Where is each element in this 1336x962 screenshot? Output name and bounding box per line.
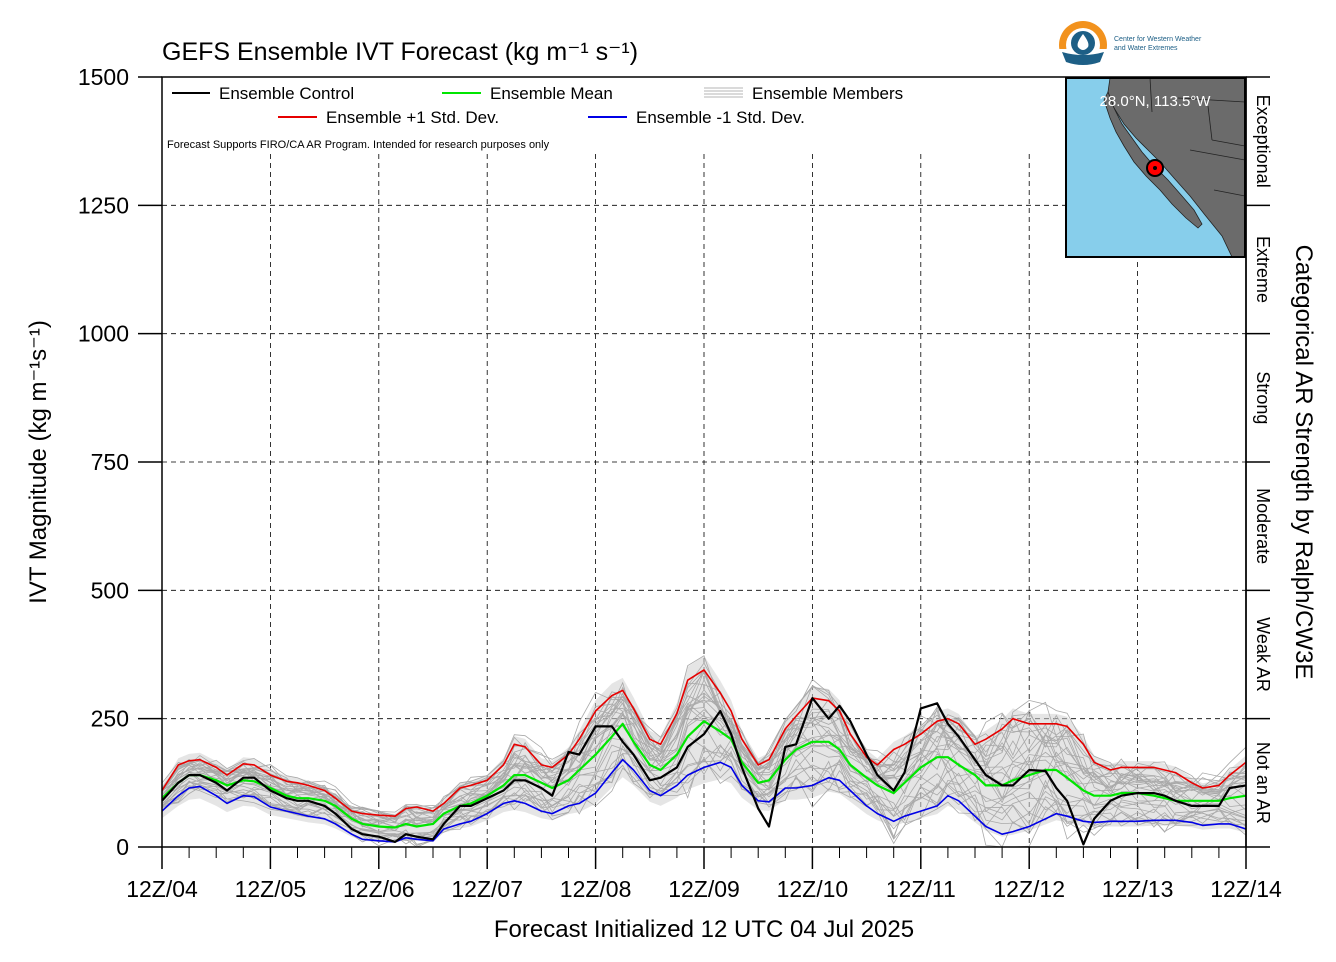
category-label: Weak AR xyxy=(1253,617,1273,692)
series-ensemble-1-std-dev xyxy=(161,669,1247,818)
ensemble-member-line xyxy=(161,757,1247,848)
series-ensemble-1-std-dev xyxy=(161,758,1247,843)
series-layer xyxy=(161,669,1247,846)
ensemble-member-line xyxy=(161,678,1247,820)
legend-label-control: Ensemble Control xyxy=(219,84,354,103)
legend-label-members: Ensemble Members xyxy=(752,84,903,103)
ensemble-member-line xyxy=(161,655,1247,816)
legend: Ensemble Control Ensemble Mean Ensemble … xyxy=(172,84,903,127)
y-tick-label: 0 xyxy=(116,834,129,860)
ensemble-member-line xyxy=(161,744,1247,848)
legend-label-plus-std: Ensemble +1 Std. Dev. xyxy=(326,108,499,127)
category-label: Extreme xyxy=(1253,236,1273,303)
map-frame xyxy=(1065,77,1246,258)
ensemble-member-line xyxy=(161,700,1247,825)
cw3e-logo: Center for Western Weather and Water Ext… xyxy=(1059,21,1202,69)
x-tick-label: 12Z/12 xyxy=(993,876,1065,902)
y-tick-label: 250 xyxy=(91,706,129,732)
legend-label-mean: Ensemble Mean xyxy=(490,84,613,103)
x-tick-label: 12Z/11 xyxy=(886,876,956,902)
ensemble-member-line xyxy=(161,735,1247,838)
location-map-inset: 28.0°N, 113.5°W xyxy=(1065,77,1246,258)
series-ensemble-mean xyxy=(161,720,1247,829)
category-label: Moderate xyxy=(1253,488,1273,564)
x-tick-label: 12Z/05 xyxy=(235,876,307,902)
y-axis-title: IVT Magnitude (kg m⁻¹s⁻¹) xyxy=(25,320,52,604)
x-axis-title: Forecast Initialized 12 UTC 04 Jul 2025 xyxy=(494,916,914,943)
chart-title: GEFS Ensemble IVT Forecast (kg m⁻¹ s⁻¹) xyxy=(162,38,638,66)
x-tick-label: 12Z/10 xyxy=(777,876,849,902)
category-label: Not an AR xyxy=(1253,742,1273,824)
ensemble-member-line xyxy=(161,723,1247,837)
map-coordinate: 28.0°N, 113.5°W xyxy=(1100,93,1212,110)
water-drop-icon xyxy=(1077,34,1089,50)
x-tick-label: 12Z/13 xyxy=(1102,876,1174,902)
ensemble-member-line xyxy=(161,672,1247,817)
member-spread-band xyxy=(162,655,1246,843)
ar-category-axis: Not an AR Weak AR Moderate Strong Extreme Exc… xyxy=(1245,76,1273,848)
x-tick-label: 12Z/14 xyxy=(1210,876,1282,902)
x-tick-label: 12Z/09 xyxy=(668,876,740,902)
logo-text-line2: and Water Extremes xyxy=(1114,45,1178,52)
x-tick-label: 12Z/04 xyxy=(126,876,198,902)
y-tick-label: 500 xyxy=(91,577,129,603)
y-axis: 0 250 500 750 1000 1250 1500 xyxy=(78,64,162,860)
category-label: Strong xyxy=(1253,371,1273,424)
y-tick-label: 1500 xyxy=(78,64,129,90)
y-tick-label: 1250 xyxy=(78,192,129,218)
x-tick-label: 12Z/07 xyxy=(451,876,523,902)
x-axis: 12Z/04 12Z/05 12Z/06 12Z/07 12Z/08 12Z/09 12Z/… xyxy=(126,847,1282,902)
x-tick-label: 12Z/08 xyxy=(560,876,632,902)
series-ensemble-control xyxy=(161,696,1247,846)
legend-label-minus-std: Ensemble -1 Std. Dev. xyxy=(636,108,805,127)
legend-swatch-members xyxy=(704,87,743,98)
x-tick-label: 12Z/06 xyxy=(343,876,415,902)
research-note: Forecast Supports FIRO/CA AR Program. In… xyxy=(167,139,550,151)
right-axis-title: Categorical AR Strength by Ralph/CW3E xyxy=(1290,245,1317,680)
y-tick-label: 750 xyxy=(91,449,129,475)
y-tick-label: 1000 xyxy=(78,321,129,347)
baja-peninsula xyxy=(1103,91,1203,229)
category-label: Exceptional xyxy=(1253,95,1273,188)
map-state-borders xyxy=(1149,77,1246,197)
logo-text-line1: Center for Western Weather xyxy=(1114,36,1202,43)
ensemble-member-line xyxy=(161,692,1247,822)
